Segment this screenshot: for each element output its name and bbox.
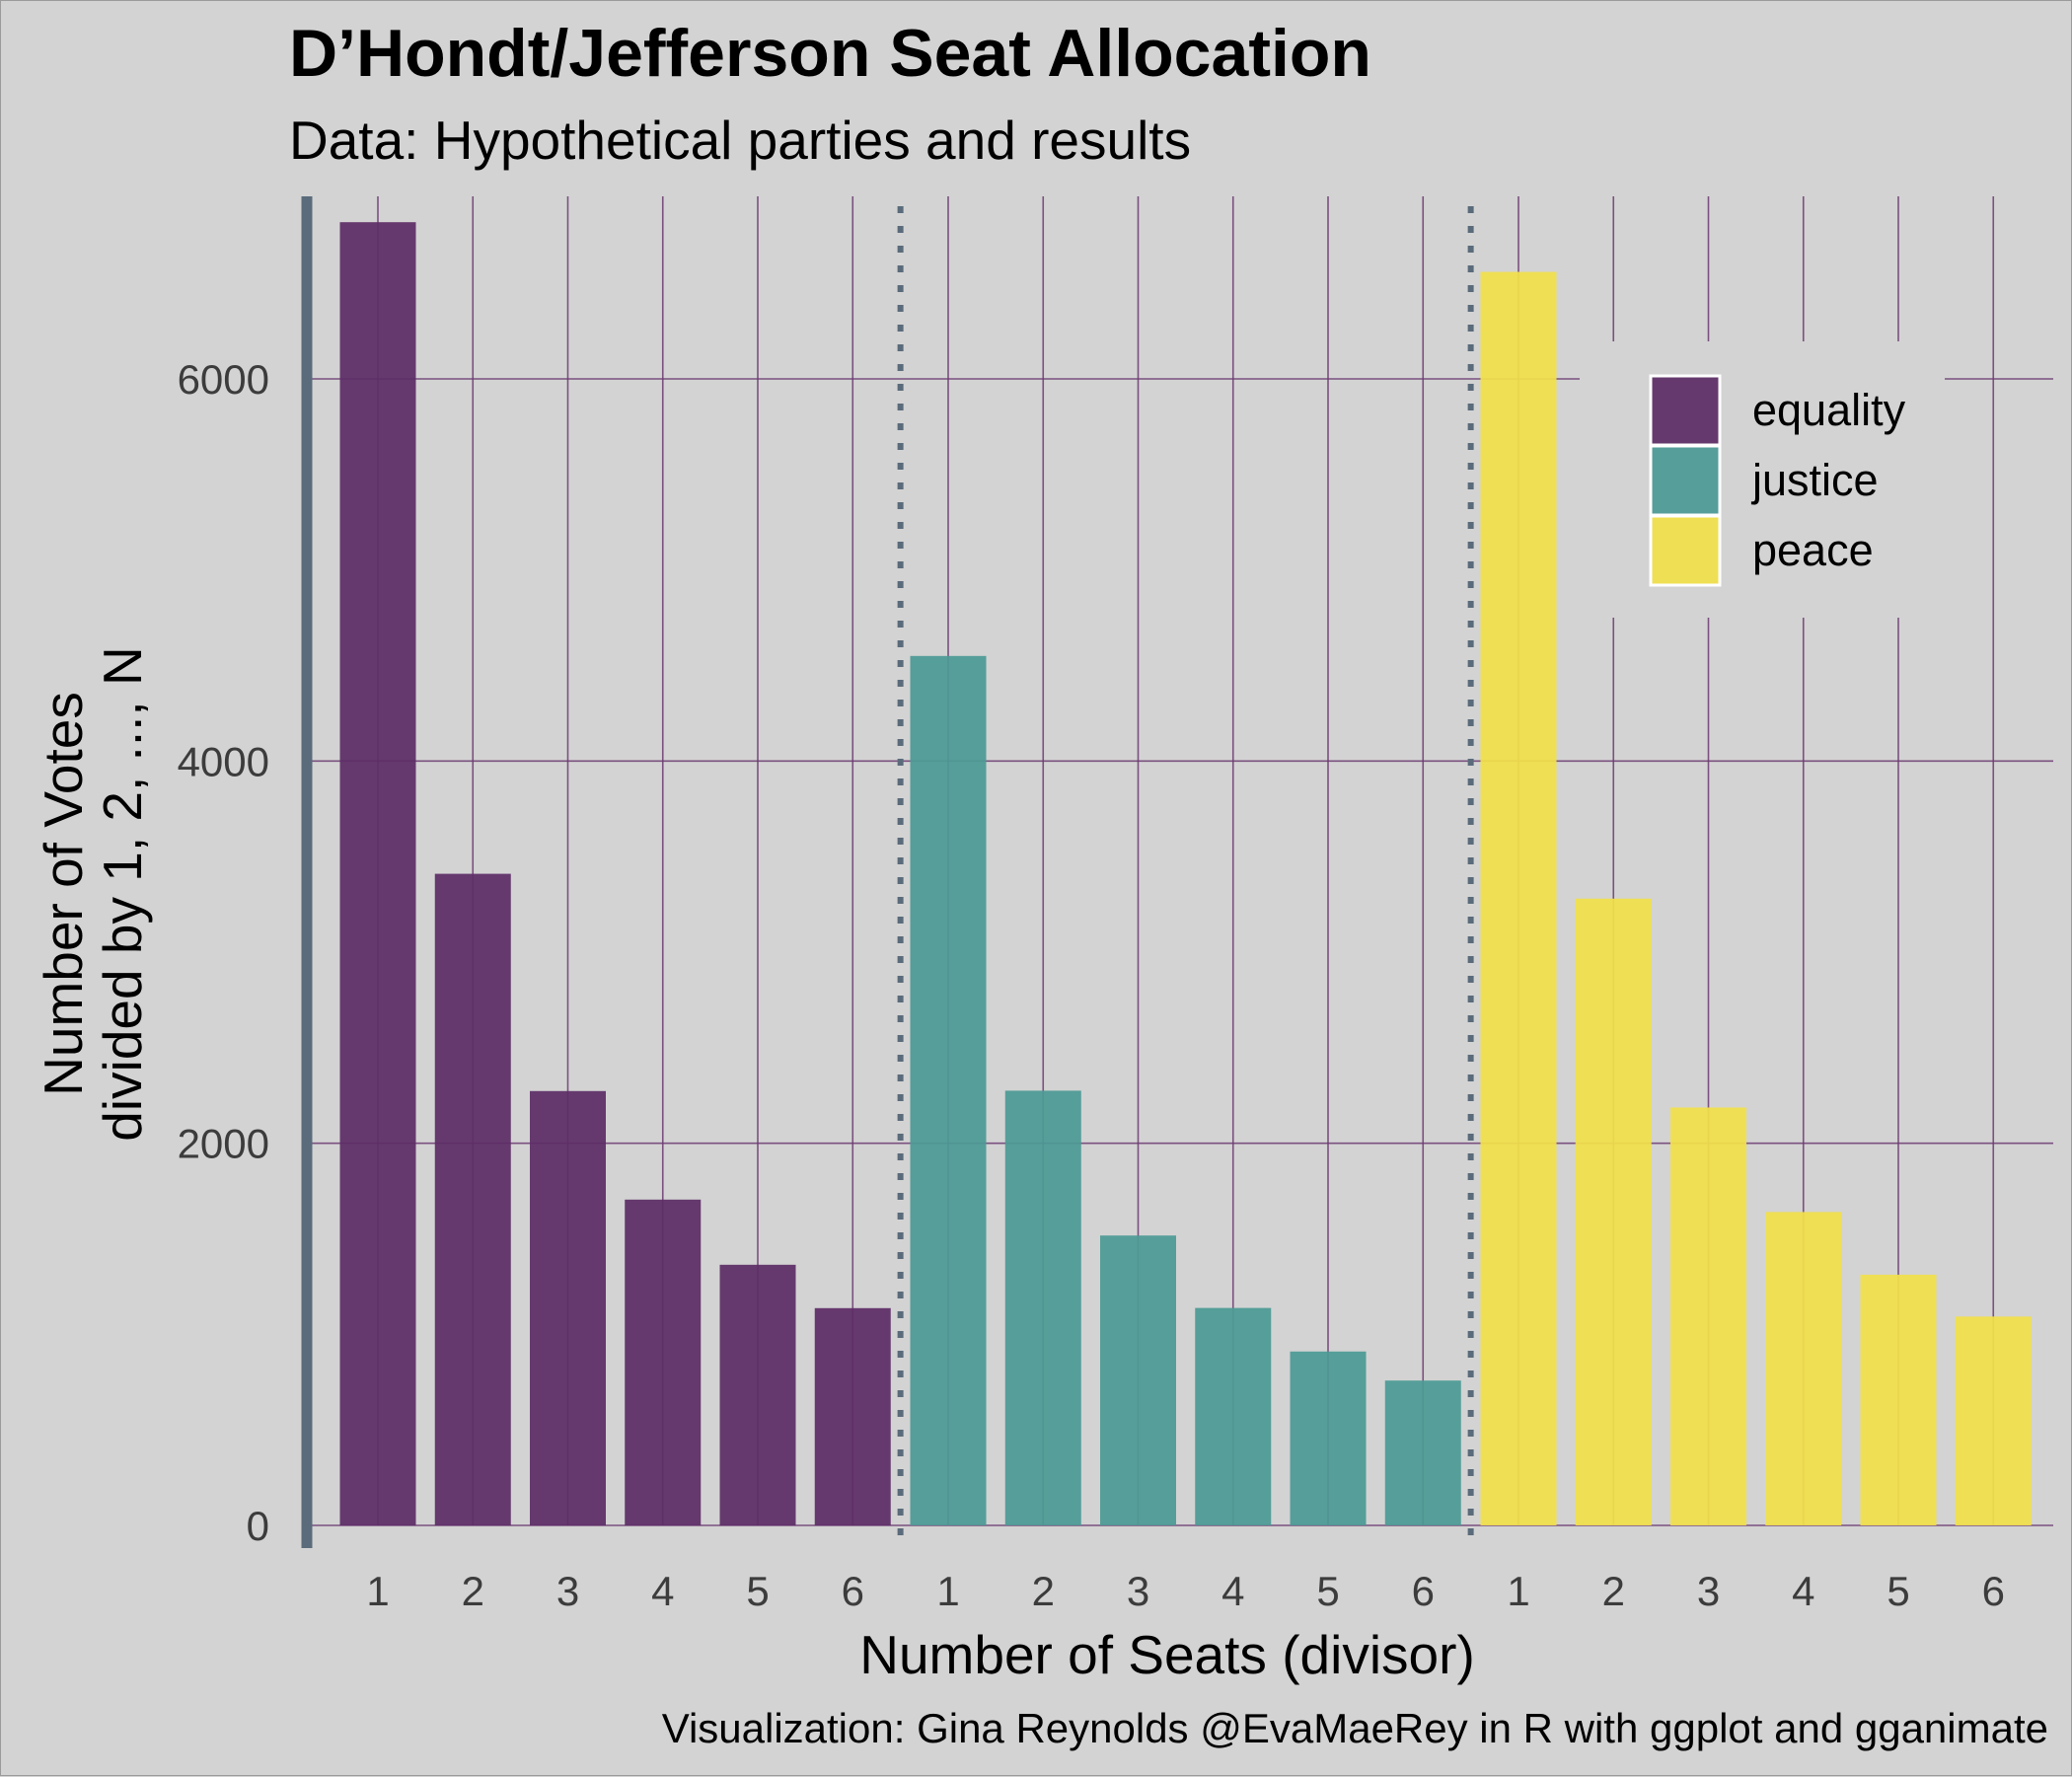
x-tick-label: 3 xyxy=(556,1568,579,1614)
x-tick-label: 5 xyxy=(1887,1568,1909,1614)
legend-label-equality: equality xyxy=(1752,385,1906,435)
bar-justice-4 xyxy=(1195,1307,1272,1525)
bar-justice-5 xyxy=(1290,1351,1367,1525)
bar-peace-6 xyxy=(1955,1316,2032,1525)
x-tick-label: 3 xyxy=(1697,1568,1720,1614)
bar-justice-6 xyxy=(1384,1380,1461,1525)
bar-peace-4 xyxy=(1765,1212,1842,1525)
bar-equality-1 xyxy=(339,222,416,1525)
bar-equality-3 xyxy=(530,1090,606,1525)
legend-background xyxy=(1580,341,1945,618)
y-axis-title-line2: divided by 1, 2, ..., N xyxy=(92,646,153,1141)
x-axis-title: Number of Seats (divisor) xyxy=(859,1624,1475,1685)
chart-subtitle: Data: Hypothetical parties and results xyxy=(289,110,1191,171)
legend-label-justice: justice xyxy=(1750,455,1879,505)
axis-layer: 0 2000 4000 6000 1 2 3 4 5 6 1 2 3 4 5 6 1 2 3 4 5 6 xyxy=(178,196,2005,1614)
bar-justice-3 xyxy=(1100,1235,1176,1525)
x-tick-label: 1 xyxy=(936,1568,959,1614)
bars-layer xyxy=(339,222,2032,1526)
legend-swatch-justice xyxy=(1649,444,1722,517)
y-axis-title-line1: Number of Votes xyxy=(33,692,94,1096)
x-tick-label: 3 xyxy=(1127,1568,1149,1614)
legend-label-peace: peace xyxy=(1752,525,1874,575)
bar-equality-4 xyxy=(625,1199,702,1525)
legend: equality justice peace xyxy=(1580,341,1945,618)
x-tick-label: 1 xyxy=(366,1568,389,1614)
legend-swatch-equality xyxy=(1649,374,1722,447)
bar-peace-3 xyxy=(1670,1107,1746,1525)
x-tick-label: 2 xyxy=(1602,1568,1625,1614)
bar-peace-2 xyxy=(1575,898,1652,1525)
chart-caption: Visualization: Gina Reynolds @EvaMaeRey … xyxy=(662,1705,2048,1751)
x-tick-label: 1 xyxy=(1507,1568,1529,1614)
x-tick-label: 4 xyxy=(651,1568,674,1614)
bar-equality-2 xyxy=(434,873,511,1525)
x-tick-label: 6 xyxy=(842,1568,864,1614)
y-tick-label: 2000 xyxy=(178,1121,269,1167)
y-axis-title-group: Number of Votes divided by 1, 2, ..., N xyxy=(33,646,153,1141)
bar-peace-1 xyxy=(1480,271,1557,1526)
divider-layer xyxy=(897,206,1474,1548)
bar-equality-6 xyxy=(814,1307,891,1525)
x-tick-label: 5 xyxy=(1316,1568,1339,1614)
x-tick-label: 5 xyxy=(746,1568,769,1614)
bar-justice-2 xyxy=(1004,1090,1081,1525)
x-tick-label: 4 xyxy=(1792,1568,1814,1614)
y-tick-label: 4000 xyxy=(178,738,269,784)
x-tick-label: 2 xyxy=(462,1568,484,1614)
legend-swatch-peace xyxy=(1649,514,1722,587)
y-tick-label: 0 xyxy=(247,1503,269,1549)
chart-title: D’Hondt/Jefferson Seat Allocation xyxy=(289,16,1371,91)
x-tick-label: 6 xyxy=(1412,1568,1435,1614)
x-tick-label: 2 xyxy=(1032,1568,1055,1614)
bar-peace-5 xyxy=(1860,1274,1937,1525)
x-tick-label: 6 xyxy=(1982,1568,2005,1614)
bar-equality-5 xyxy=(719,1264,796,1525)
y-tick-label: 6000 xyxy=(178,356,269,403)
bar-justice-1 xyxy=(910,655,987,1525)
x-tick-label: 4 xyxy=(1221,1568,1244,1614)
